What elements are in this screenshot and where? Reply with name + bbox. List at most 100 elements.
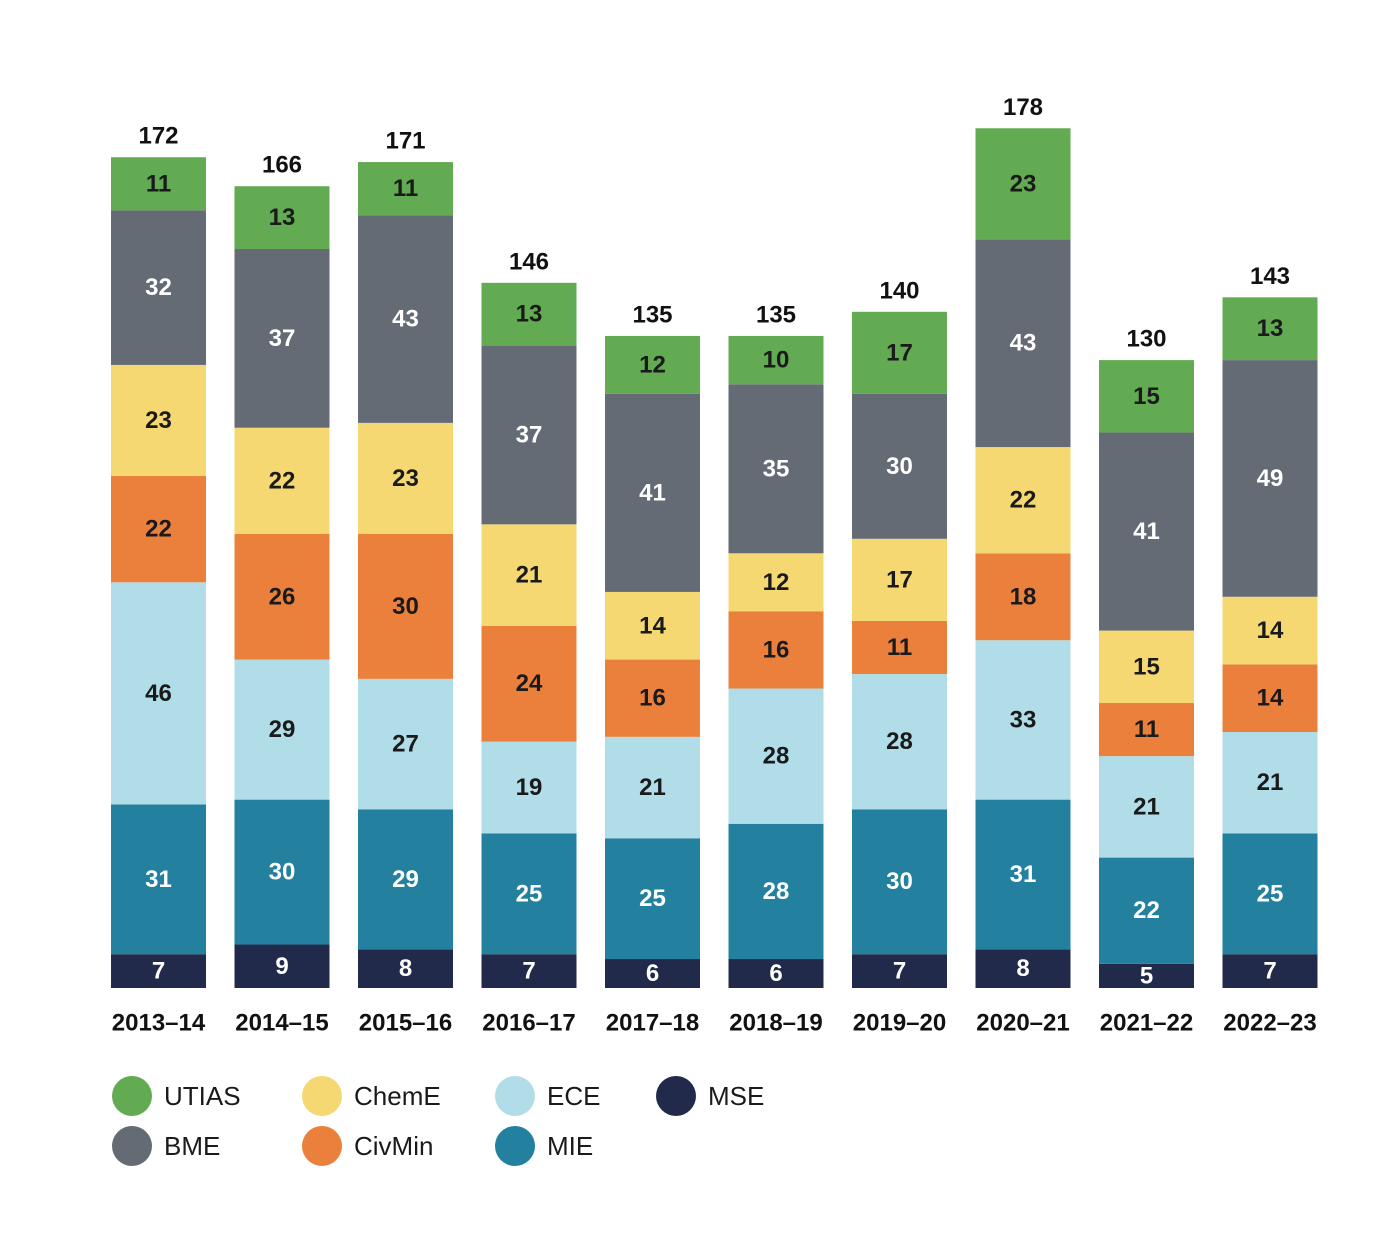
data-label-utias-2018-19: 10 <box>763 347 790 374</box>
bar-segment-mse-2021-22 <box>1099 963 1194 988</box>
data-label-ece-2019-20: 28 <box>886 728 913 755</box>
bar-segment-civmin-2022-23 <box>1222 664 1318 733</box>
chart-legend: UTIAS BME ChemE CivMin ECE MIE MSE <box>112 1072 912 1182</box>
bar-segment-mse-2016-17 <box>481 954 577 988</box>
data-label-civmin-2021-22: 11 <box>1134 716 1159 743</box>
bar-segment-utias-2016-17 <box>481 282 577 346</box>
bar-segment-ece-2022-23 <box>1222 732 1318 834</box>
data-label-ece-2022-23: 21 <box>1257 769 1284 796</box>
total-label-2013-14: 172 <box>138 123 178 150</box>
data-label-ece-2015-16: 27 <box>392 731 419 758</box>
data-label-bme-2019-20: 30 <box>886 453 913 480</box>
data-label-mie-2016-17: 25 <box>516 880 543 907</box>
bar-segment-utias-2022-23 <box>1222 297 1318 361</box>
bar-segment-mie-2021-22 <box>1099 857 1194 964</box>
data-label-bme-2021-22: 41 <box>1133 518 1160 545</box>
total-label-2014-15: 166 <box>262 152 302 179</box>
bar-segment-mse-2020-21 <box>975 949 1071 988</box>
bar-segment-bme-2019-20 <box>852 393 947 539</box>
bar-segment-mse-2022-23 <box>1222 954 1318 988</box>
x-tick-label-2020-21: 2020–21 <box>976 1010 1069 1037</box>
data-label-mse-2018-19: 6 <box>769 960 782 987</box>
x-tick-label-2021-22: 2021–22 <box>1100 1010 1193 1037</box>
bar-segment-cheme-2013-14 <box>111 364 206 477</box>
data-label-civmin-2019-20: 11 <box>887 634 912 661</box>
data-label-civmin-2015-16: 30 <box>392 593 419 620</box>
bar-stack-2019-20: 7 30 28 11 17 30 17 <box>852 311 947 988</box>
bar-segment-cheme-2022-23 <box>1222 596 1318 665</box>
x-tick-label-2017-18: 2017–18 <box>606 1010 699 1037</box>
bar-segment-mie-2014-15 <box>234 799 330 945</box>
data-label-bme-2016-17: 37 <box>516 421 543 448</box>
legend-item-bme: BME <box>112 1124 220 1168</box>
bar-segment-ece-2014-15 <box>234 659 330 800</box>
data-label-mse-2021-22: 5 <box>1140 962 1153 989</box>
bar-segment-bme-2014-15 <box>234 249 330 428</box>
x-tick-label-2014-15: 2014–15 <box>235 1010 328 1037</box>
bar-segment-mie-2020-21 <box>975 799 1071 950</box>
data-label-civmin-2013-14: 22 <box>145 516 172 543</box>
bar-segment-bme-2022-23 <box>1222 360 1318 597</box>
total-label-2017-18: 135 <box>632 301 672 328</box>
bar-segment-ece-2013-14 <box>111 582 206 805</box>
data-label-cheme-2018-19: 12 <box>763 569 790 596</box>
legend-label-mse: MSE <box>708 1080 765 1111</box>
bar-segment-mie-2022-23 <box>1222 833 1318 955</box>
data-label-mie-2019-20: 30 <box>886 868 913 895</box>
bar-segment-mse-2013-14 <box>111 954 206 988</box>
legend-item-ece: ECE <box>495 1074 600 1118</box>
bar-segment-mie-2019-20 <box>852 809 947 955</box>
data-label-ece-2018-19: 28 <box>763 743 790 770</box>
bar-segment-bme-2016-17 <box>481 345 577 525</box>
bar-stack-2021-22: 5 22 21 11 15 41 15 <box>1099 360 1194 989</box>
data-label-civmin-2022-23: 14 <box>1257 685 1284 712</box>
data-label-ece-2014-15: 29 <box>269 716 296 743</box>
bar-segment-cheme-2019-20 <box>852 538 947 621</box>
data-label-mie-2021-22: 22 <box>1133 897 1160 924</box>
bar-segment-cheme-2014-15 <box>234 427 330 534</box>
data-label-utias-2022-23: 13 <box>1257 315 1284 342</box>
bar-stack-2020-21: 8 31 33 18 22 43 23 <box>975 128 1071 988</box>
data-label-mie-2020-21: 31 <box>1010 861 1037 888</box>
bar-stack-2014-15: 9 30 29 26 22 37 13 <box>234 186 330 988</box>
data-label-civmin-2014-15: 26 <box>269 583 296 610</box>
bar-stack-2017-18: 6 25 21 16 14 41 12 <box>605 335 700 988</box>
bar-stack-2015-16: 8 29 27 30 23 43 11 <box>358 162 453 988</box>
x-tick-label-2013-14: 2013–14 <box>112 1010 206 1037</box>
bar-segment-bme-2017-18 <box>605 393 700 592</box>
data-label-bme-2014-15: 37 <box>269 325 296 352</box>
data-label-cheme-2021-22: 15 <box>1133 653 1160 680</box>
bar-segment-utias-2014-15 <box>234 186 330 250</box>
data-label-ece-2021-22: 21 <box>1133 793 1160 820</box>
bar-segment-mse-2015-16 <box>358 949 453 988</box>
data-label-mie-2022-23: 25 <box>1257 880 1284 907</box>
legend-label-cheme: ChemE <box>354 1080 441 1111</box>
bar-segment-mse-2018-19 <box>728 959 824 988</box>
bar-segment-civmin-2017-18 <box>605 659 700 737</box>
data-label-ece-2020-21: 33 <box>1010 706 1037 733</box>
bar-segment-mse-2017-18 <box>605 959 700 988</box>
x-tick-label-2018-19: 2018–19 <box>729 1010 822 1037</box>
data-label-mie-2015-16: 29 <box>392 866 419 893</box>
legend-item-civmin: CivMin <box>302 1124 433 1168</box>
bar-segment-utias-2019-20 <box>852 311 947 394</box>
bar-segment-civmin-2014-15 <box>234 533 330 660</box>
legend-label-mie: MIE <box>547 1130 594 1161</box>
bar-segment-civmin-2018-19 <box>728 611 824 689</box>
data-label-cheme-2019-20: 17 <box>886 566 913 593</box>
data-label-mie-2018-19: 28 <box>763 878 790 905</box>
bar-segment-cheme-2016-17 <box>481 524 577 626</box>
data-label-bme-2020-21: 43 <box>1010 330 1037 357</box>
total-label-2022-23: 143 <box>1250 263 1290 290</box>
total-label-2016-17: 146 <box>509 248 549 275</box>
bar-segment-mie-2015-16 <box>358 809 453 950</box>
x-tick-label-2019-20: 2019–20 <box>853 1010 946 1037</box>
data-label-utias-2015-16: 11 <box>393 175 418 202</box>
bar-segment-mse-2014-15 <box>234 944 330 988</box>
legend-item-cheme: ChemE <box>302 1074 441 1118</box>
bar-segment-cheme-2021-22 <box>1099 630 1194 704</box>
data-label-cheme-2020-21: 22 <box>1010 487 1037 514</box>
data-label-civmin-2018-19: 16 <box>763 636 790 663</box>
